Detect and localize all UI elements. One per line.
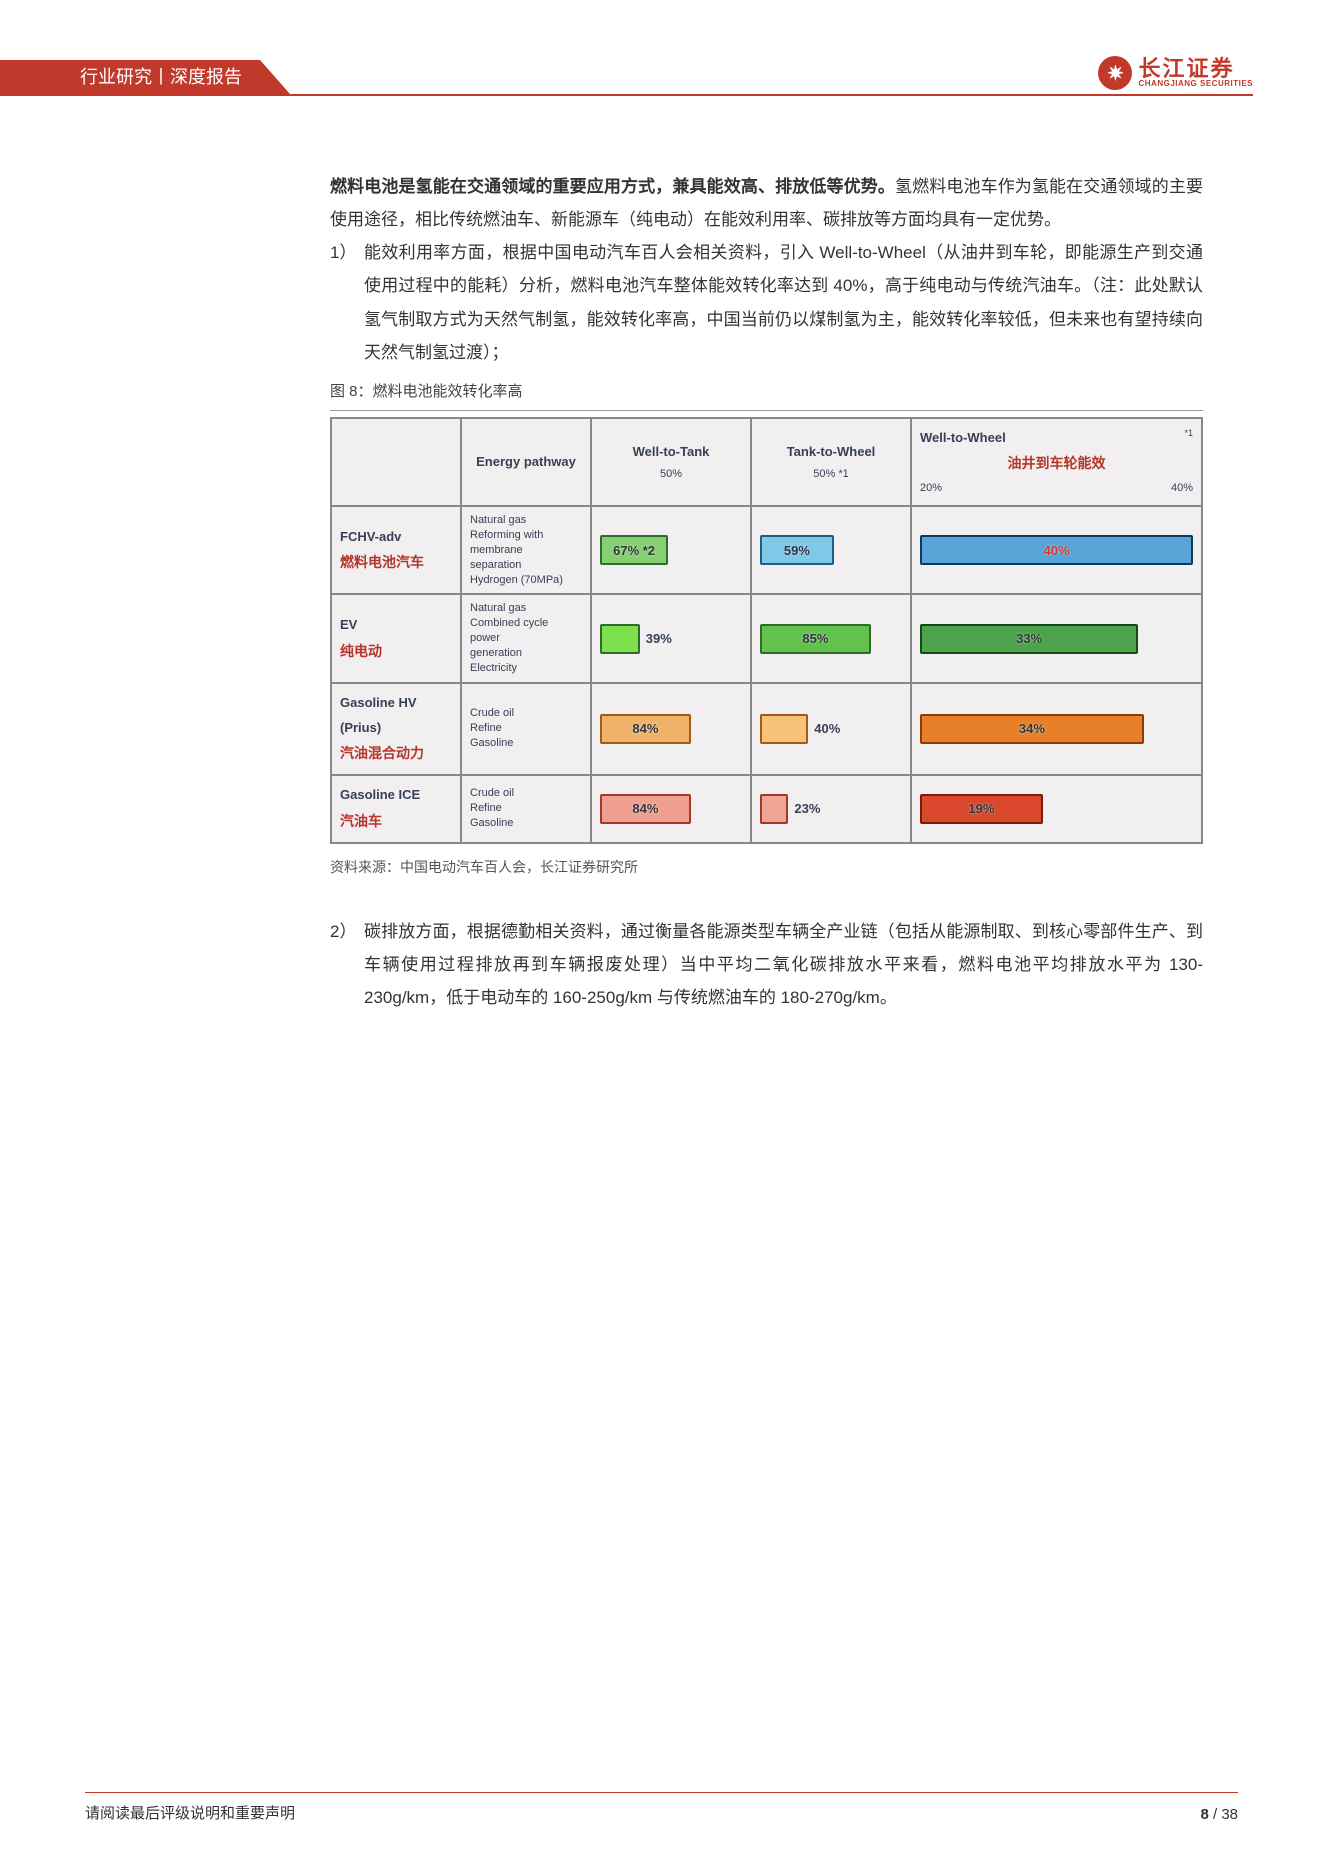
chart-row: FCHV-adv燃料电池汽车Natural gasReforming withm…	[332, 505, 1201, 593]
chart-bar-wtw: 19%	[912, 776, 1201, 842]
chart-head-ttw: Tank-to-Wheel50% *1	[752, 419, 912, 505]
chart-header-row: Energy pathwayWell-to-Tank50%Tank-to-Whe…	[332, 419, 1201, 505]
efficiency-chart: Energy pathwayWell-to-Tank50%Tank-to-Whe…	[330, 417, 1203, 844]
page-total: 38	[1221, 1806, 1238, 1823]
chart-bar-wtt: 67% *2	[592, 507, 752, 593]
header-category: 行业研究丨深度报告	[80, 67, 242, 87]
chart-bar-wtt: 84%	[592, 776, 752, 842]
chart-head-blank	[332, 419, 462, 505]
brand-glyph-icon: ✷	[1098, 56, 1132, 90]
brand-logo: ✷ 长江证券 CHANGJIANG SECURITIES	[1098, 56, 1253, 90]
main-content: 燃料电池是氢能在交通领域的重要应用方式，兼具能效高、排放低等优势。氢燃料电池车作…	[330, 170, 1203, 1014]
footer-page: 8 / 38	[1200, 1806, 1238, 1823]
chart-row: Gasoline ICE汽油车Crude oilRefineGasoline84…	[332, 774, 1201, 842]
chart-row: Gasoline HV (Prius)汽油混合动力Crude oilRefine…	[332, 682, 1201, 774]
chart-row-label: Gasoline ICE汽油车	[332, 776, 462, 842]
header-category-bar: 行业研究丨深度报告	[0, 60, 260, 94]
chart-pathway: Natural gasReforming withmembraneseparat…	[462, 507, 592, 593]
figure-caption: 图 8：燃料电池能效转化率高	[330, 377, 1203, 411]
list-text-2: 碳排放方面，根据德勤相关资料，通过衡量各能源类型车辆全产业链（包括从能源制取、到…	[364, 915, 1203, 1014]
chart-bar-wtt: 39%	[592, 595, 752, 681]
chart-bar-ttw: 40%	[752, 684, 912, 774]
chart-row-label: Gasoline HV (Prius)汽油混合动力	[332, 684, 462, 774]
brand-name-cn: 长江证券	[1138, 58, 1253, 80]
document-page: 行业研究丨深度报告 ✷ 长江证券 CHANGJIANG SECURITIES 燃…	[0, 0, 1323, 1871]
footer-disclaimer: 请阅读最后评级说明和重要声明	[85, 1802, 295, 1823]
lead-bold: 燃料电池是氢能在交通领域的重要应用方式，兼具能效高、排放低等优势。	[330, 177, 895, 196]
brand-name-en: CHANGJIANG SECURITIES	[1138, 80, 1253, 88]
chart-head-wtw: Well-to-Wheel*1油井到车轮能效20%40%	[912, 419, 1201, 505]
chart-bar-wtw: 34%	[912, 684, 1201, 774]
chart-row: EV纯电动Natural gasCombined cyclepowergener…	[332, 593, 1201, 681]
lead-paragraph: 燃料电池是氢能在交通领域的重要应用方式，兼具能效高、排放低等优势。氢燃料电池车作…	[330, 170, 1203, 236]
list-num-2: 2）	[330, 915, 364, 1014]
chart-bar-wtt: 84%	[592, 684, 752, 774]
chart-row-label: EV纯电动	[332, 595, 462, 681]
chart-bar-wtw: 40%	[912, 507, 1201, 593]
chart-row-label: FCHV-adv燃料电池汽车	[332, 507, 462, 593]
page-current: 8	[1200, 1806, 1208, 1823]
chart-head-wtt: Well-to-Tank50%	[592, 419, 752, 505]
figure-source: 资料来源：中国电动汽车百人会，长江证券研究所	[330, 854, 1203, 881]
chart-pathway: Crude oilRefineGasoline	[462, 776, 592, 842]
header-divider	[0, 94, 1253, 96]
list-text-1: 能效利用率方面，根据中国电动汽车百人会相关资料，引入 Well-to-Wheel…	[364, 236, 1203, 369]
chart-head-pathway: Energy pathway	[462, 419, 592, 505]
list-item-2: 2） 碳排放方面，根据德勤相关资料，通过衡量各能源类型车辆全产业链（包括从能源制…	[330, 915, 1203, 1014]
list-num-1: 1）	[330, 236, 364, 369]
chart-pathway: Crude oilRefineGasoline	[462, 684, 592, 774]
footer-divider	[85, 1792, 1238, 1794]
chart-bar-ttw: 23%	[752, 776, 912, 842]
chart-pathway: Natural gasCombined cyclepowergeneration…	[462, 595, 592, 681]
list-item-1: 1） 能效利用率方面，根据中国电动汽车百人会相关资料，引入 Well-to-Wh…	[330, 236, 1203, 369]
chart-bar-wtw: 33%	[912, 595, 1201, 681]
chart-bar-ttw: 59%	[752, 507, 912, 593]
chart-bar-ttw: 85%	[752, 595, 912, 681]
